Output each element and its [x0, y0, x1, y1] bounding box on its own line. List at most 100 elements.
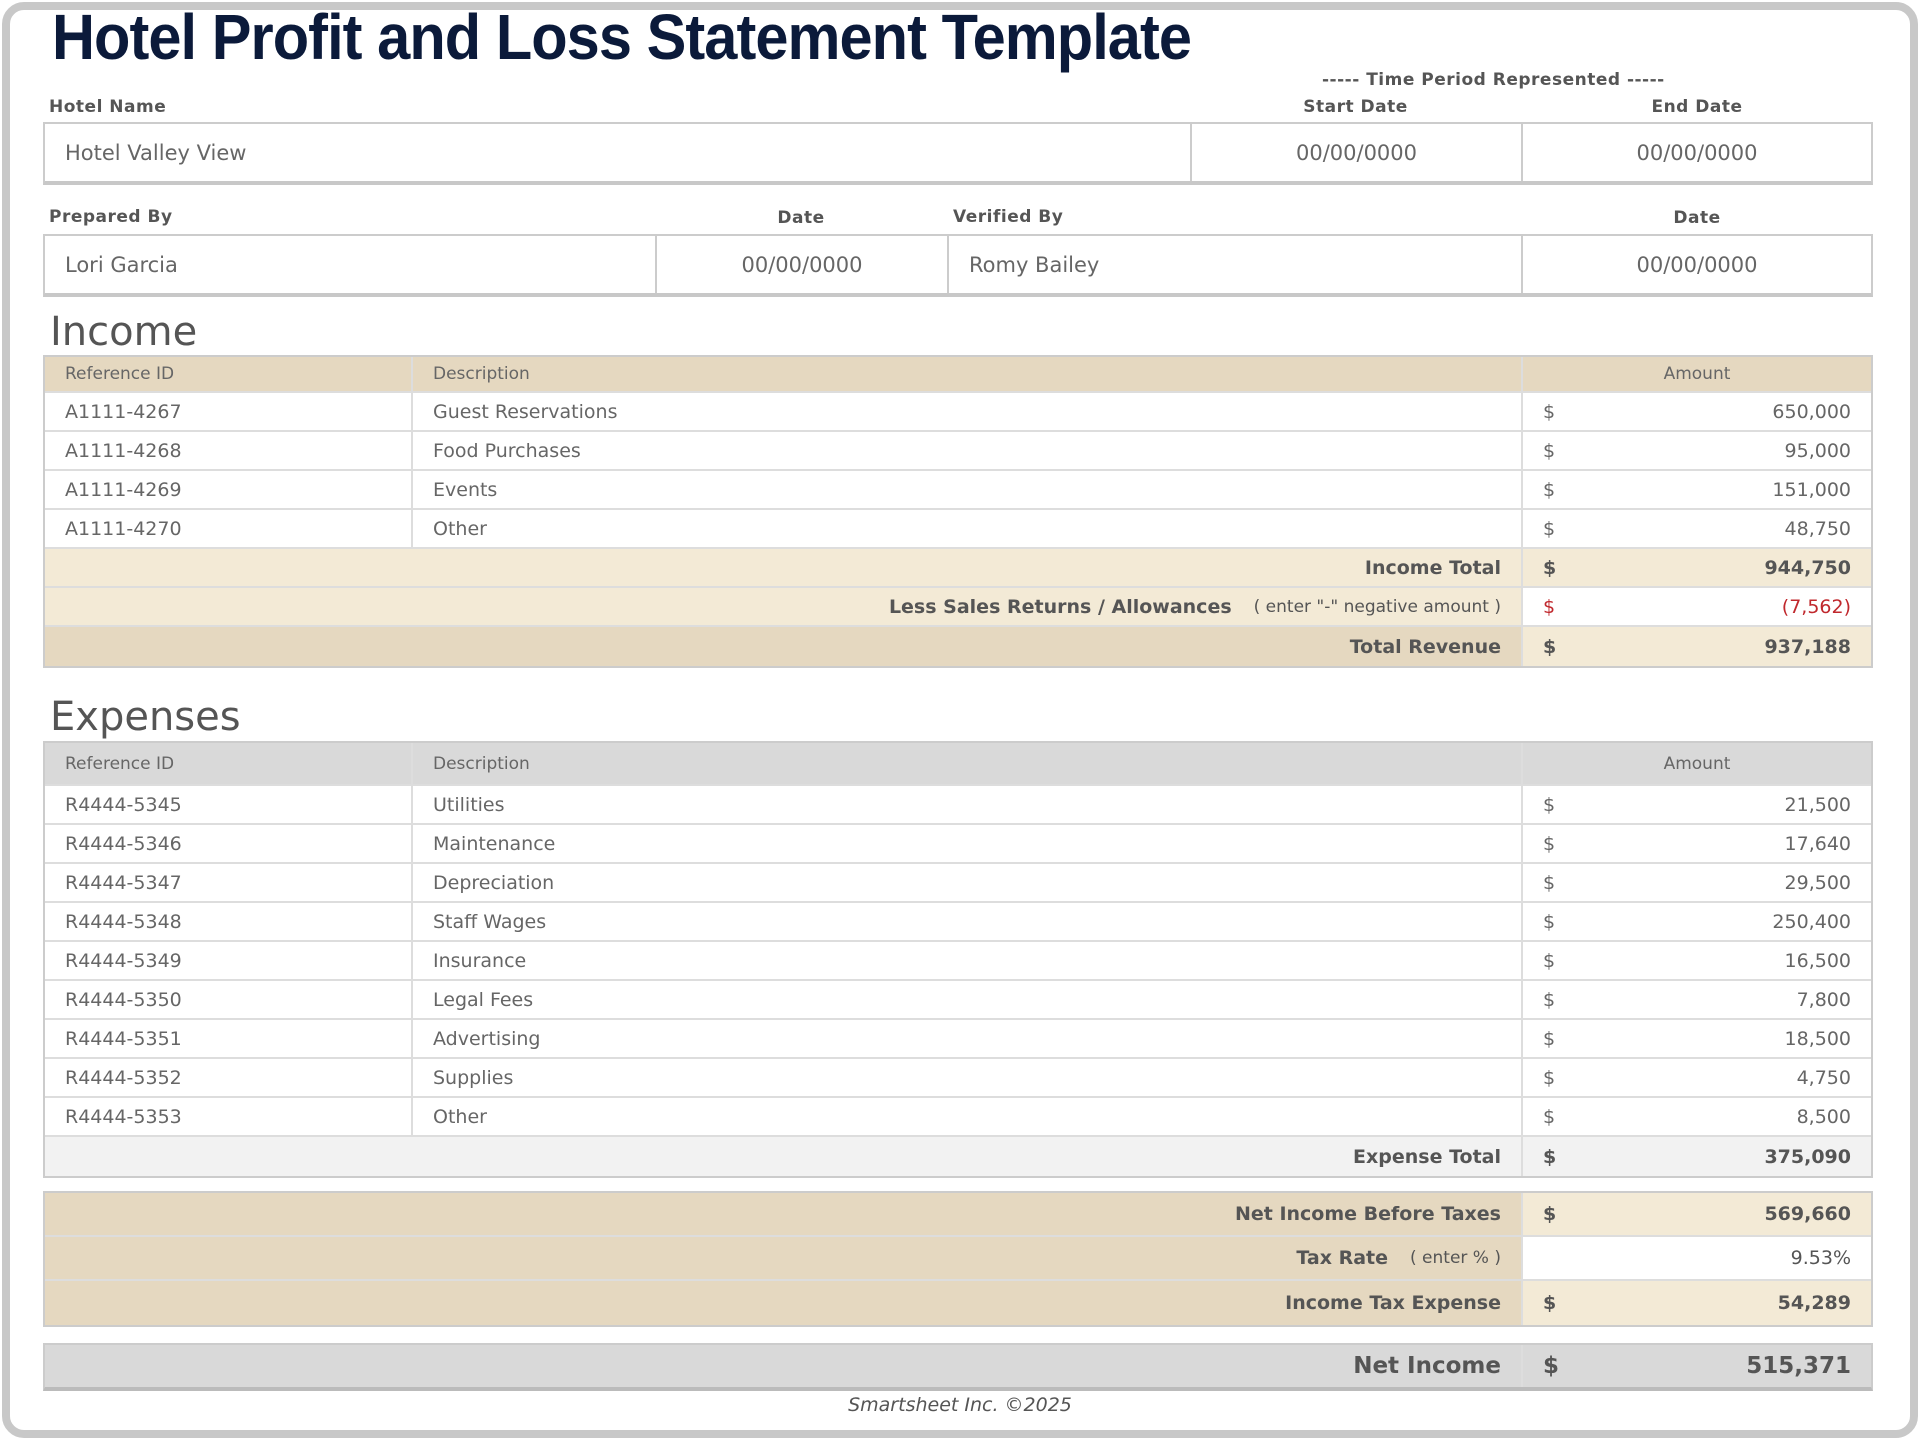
returns-row: Less Sales Returns / Allowances ( enter "… [45, 588, 1871, 627]
prepared-by-field[interactable]: Lori Garcia [45, 236, 657, 293]
currency: $ [1543, 478, 1556, 501]
net-income-label: Net Income [45, 1345, 1523, 1387]
table-row: A1111-4268 Food Purchases $95,000 [45, 432, 1871, 471]
description-cell[interactable]: Supplies [413, 1059, 1523, 1096]
table-row: A1111-4269 Events $151,000 [45, 471, 1871, 510]
amount-cell[interactable]: 21,500 [1784, 793, 1851, 816]
reference-id-cell[interactable]: A1111-4270 [45, 510, 413, 547]
currency: $ [1543, 988, 1556, 1011]
end-date-label: End Date [1651, 97, 1743, 117]
net-income-value: 515,371 [1746, 1353, 1851, 1379]
expenses-header-row: Reference ID Description Amount [45, 743, 1871, 786]
nibt-row: Net Income Before Taxes $569,660 [45, 1193, 1871, 1237]
verified-by-label: Verified By [953, 207, 1064, 227]
currency: $ [1543, 949, 1556, 972]
page-title: Hotel Profit and Loss Statement Template [52, 1, 1192, 73]
currency: $ [1543, 635, 1557, 658]
amount-cell[interactable]: 16,500 [1784, 949, 1851, 972]
reference-id-cell[interactable]: A1111-4269 [45, 471, 413, 508]
description-cell[interactable]: Insurance [413, 942, 1523, 979]
description-cell[interactable]: Guest Reservations [413, 393, 1523, 430]
reference-id-cell[interactable]: R4444-5349 [45, 942, 413, 979]
col-reference-id: Reference ID [45, 357, 413, 391]
end-date-field[interactable]: 00/00/0000 [1636, 140, 1758, 165]
reference-id-cell[interactable]: R4444-5352 [45, 1059, 413, 1096]
verified-date-label: Date [1673, 208, 1721, 228]
amount-cell[interactable]: 8,500 [1796, 1105, 1851, 1128]
income-table: Reference ID Description Amount A1111-42… [43, 355, 1873, 668]
hotel-info-row: Hotel Valley View 00/00/0000 00/00/0000 [43, 122, 1873, 185]
description-cell[interactable]: Legal Fees [413, 981, 1523, 1018]
hotel-name-field[interactable]: Hotel Valley View [45, 124, 1192, 181]
returns-value[interactable]: (7,562) [1781, 595, 1851, 618]
description-cell[interactable]: Depreciation [413, 864, 1523, 901]
prepared-by-label: Prepared By [49, 207, 173, 227]
returns-label: Less Sales Returns / Allowances [888, 595, 1232, 618]
reference-id-cell[interactable]: R4444-5351 [45, 1020, 413, 1057]
amount-cell[interactable]: 95,000 [1784, 439, 1851, 462]
expense-total-row: Expense Total $375,090 [45, 1137, 1871, 1176]
income-total-value: 944,750 [1764, 556, 1851, 579]
amount-cell[interactable]: 4,750 [1796, 1066, 1851, 1089]
amount-cell[interactable]: 29,500 [1784, 871, 1851, 894]
currency: $ [1543, 1066, 1556, 1089]
hotel-name-label: Hotel Name [49, 97, 167, 117]
tax-rate-value[interactable]: 9.53% [1523, 1237, 1871, 1279]
net-income-table: Net Income $515,371 [43, 1343, 1873, 1391]
reference-id-cell[interactable]: R4444-5350 [45, 981, 413, 1018]
description-cell[interactable]: Utilities [413, 786, 1523, 823]
verified-by-field[interactable]: Romy Bailey [949, 236, 1523, 293]
reference-id-cell[interactable]: R4444-5348 [45, 903, 413, 940]
amount-cell[interactable]: 7,800 [1796, 988, 1851, 1011]
amount-cell[interactable]: 18,500 [1784, 1027, 1851, 1050]
time-period-label: ----- Time Period Represented ----- [1322, 70, 1665, 90]
reference-id-cell[interactable]: A1111-4268 [45, 432, 413, 469]
reference-id-cell[interactable]: R4444-5345 [45, 786, 413, 823]
table-row: R4444-5347 Depreciation $29,500 [45, 864, 1871, 903]
amount-cell[interactable]: 151,000 [1772, 478, 1851, 501]
verified-date-field[interactable]: 00/00/0000 [1636, 252, 1758, 277]
reference-id-cell[interactable]: R4444-5347 [45, 864, 413, 901]
start-date-field[interactable]: 00/00/0000 [1192, 124, 1523, 181]
net-income-row: Net Income $515,371 [45, 1345, 1871, 1387]
currency: $ [1543, 439, 1556, 462]
tax-rate-label: Tax Rate [1296, 1247, 1389, 1269]
table-row: R4444-5348 Staff Wages $250,400 [45, 903, 1871, 942]
description-cell[interactable]: Other [413, 510, 1523, 547]
table-row: R4444-5345 Utilities $21,500 [45, 786, 1871, 825]
col-reference-id: Reference ID [45, 743, 413, 784]
start-date-label: Start Date [1303, 97, 1408, 117]
description-cell[interactable]: Advertising [413, 1020, 1523, 1057]
currency: $ [1543, 1292, 1557, 1314]
total-revenue-row: Total Revenue $937,188 [45, 627, 1871, 666]
currency: $ [1543, 400, 1556, 423]
signoff-row: Lori Garcia 00/00/0000 Romy Bailey 00/00… [43, 234, 1873, 297]
amount-cell[interactable]: 650,000 [1772, 400, 1851, 423]
description-cell[interactable]: Maintenance [413, 825, 1523, 862]
amount-cell[interactable]: 250,400 [1772, 910, 1851, 933]
description-cell[interactable]: Events [413, 471, 1523, 508]
nibt-label: Net Income Before Taxes [45, 1193, 1523, 1235]
table-row: R4444-5350 Legal Fees $7,800 [45, 981, 1871, 1020]
reference-id-cell[interactable]: R4444-5353 [45, 1098, 413, 1135]
amount-cell[interactable]: 48,750 [1784, 517, 1851, 540]
description-cell[interactable]: Other [413, 1098, 1523, 1135]
tax-expense-label: Income Tax Expense [45, 1281, 1523, 1325]
income-header-row: Reference ID Description Amount [45, 357, 1871, 393]
tax-expense-row: Income Tax Expense $54,289 [45, 1281, 1871, 1325]
reference-id-cell[interactable]: R4444-5346 [45, 825, 413, 862]
total-revenue-label: Total Revenue [45, 627, 1523, 666]
expense-total-label: Expense Total [45, 1137, 1523, 1176]
table-row: R4444-5346 Maintenance $17,640 [45, 825, 1871, 864]
nibt-value: 569,660 [1764, 1203, 1851, 1225]
description-cell[interactable]: Staff Wages [413, 903, 1523, 940]
amount-cell[interactable]: 17,640 [1784, 832, 1851, 855]
description-cell[interactable]: Food Purchases [413, 432, 1523, 469]
col-amount: Amount [1663, 364, 1731, 384]
currency: $ [1543, 1145, 1557, 1168]
prepared-date-label: Date [777, 208, 825, 228]
prepared-date-field[interactable]: 00/00/0000 [657, 236, 949, 293]
reference-id-cell[interactable]: A1111-4267 [45, 393, 413, 430]
income-total-label: Income Total [45, 549, 1523, 586]
